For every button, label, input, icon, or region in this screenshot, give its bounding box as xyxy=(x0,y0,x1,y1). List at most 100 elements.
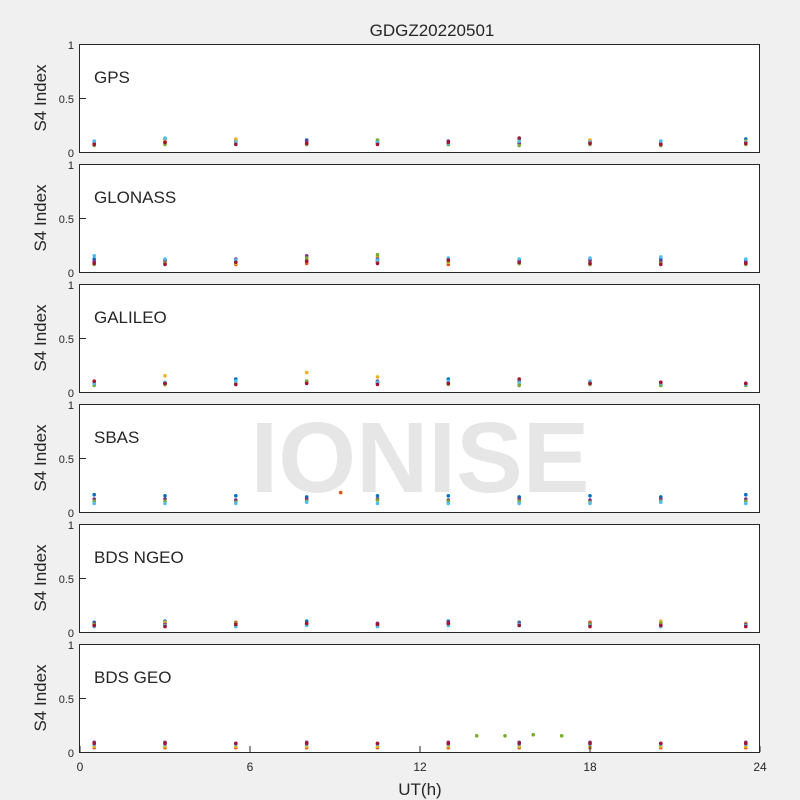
data-point xyxy=(588,141,592,146)
sbas-panel-label: SBAS xyxy=(94,428,139,447)
panel-galileo: 0 0.5 1 GALILEO S4 Index xyxy=(31,280,760,400)
bds-ngeo-ytick-label-0: 0 xyxy=(68,628,74,640)
data-point xyxy=(517,143,521,148)
data-point xyxy=(517,377,521,381)
data-point xyxy=(163,624,167,629)
data-point xyxy=(375,252,380,257)
data-point xyxy=(517,501,521,506)
bds-ngeo-ytick-label-05: 0.5 xyxy=(59,574,74,586)
panel-bds-ngeo: 0 0.5 1 BDS NGEO S4 Index xyxy=(31,520,760,640)
panel-bds-ngeo-axes xyxy=(79,524,760,633)
panel-galileo-axes xyxy=(79,284,760,393)
data-point xyxy=(304,741,309,746)
data-point xyxy=(659,380,663,385)
sbas-ylabel: S4 Index xyxy=(31,424,50,492)
data-point xyxy=(163,374,167,378)
bds-geo-ytick-label-05: 0.5 xyxy=(59,694,74,706)
data-point xyxy=(234,260,238,265)
data-point xyxy=(163,494,167,498)
data-point xyxy=(304,381,309,386)
data-point xyxy=(234,382,238,387)
data-point xyxy=(234,494,238,498)
panel-gps-points xyxy=(92,136,748,148)
data-point xyxy=(375,261,380,266)
x-axis-label: UT(h) xyxy=(398,780,441,799)
gps-ytick-label-05: 0.5 xyxy=(59,94,74,106)
panel-gps: 0 0.5 1 GPS S4 Index xyxy=(31,40,760,160)
data-point xyxy=(304,500,309,505)
data-point xyxy=(517,380,521,385)
data-point xyxy=(446,381,451,386)
data-point xyxy=(503,734,507,738)
glonass-ytick-label-05: 0.5 xyxy=(59,214,74,226)
data-point xyxy=(446,258,451,262)
galileo-ytick-label-1: 1 xyxy=(68,280,74,292)
data-point xyxy=(163,262,167,267)
galileo-ylabel: S4 Index xyxy=(31,304,50,372)
xtick-label-12: 12 xyxy=(413,760,427,774)
gps-panel-label: GPS xyxy=(94,68,130,87)
xtick-label-18: 18 xyxy=(583,760,597,774)
watermark-text: IONISE xyxy=(251,402,590,514)
data-point xyxy=(304,259,309,264)
panel-glonass: 0 0.5 1 GLONASS S4 Index xyxy=(31,160,760,280)
galileo-panel-label: GALILEO xyxy=(94,308,167,327)
panel-gps-axes xyxy=(79,44,760,153)
data-point xyxy=(531,732,536,737)
data-point xyxy=(92,492,96,497)
data-point xyxy=(744,501,748,506)
panel-sbas-points xyxy=(92,472,748,506)
gps-ylabel: S4 Index xyxy=(31,64,50,132)
data-point xyxy=(517,260,521,265)
x-axis-ticks: 0 6 12 18 24 xyxy=(77,746,767,774)
data-point xyxy=(659,500,663,505)
bds-geo-ytick-label-1: 1 xyxy=(68,640,74,652)
data-point xyxy=(588,624,592,629)
data-point xyxy=(304,370,309,375)
data-point xyxy=(234,137,238,141)
data-point xyxy=(474,734,479,738)
chart-title: GDGZ20220501 xyxy=(370,21,495,40)
panel-bds-geo-points xyxy=(92,732,748,750)
data-point xyxy=(588,256,592,260)
data-point xyxy=(659,741,663,746)
data-point xyxy=(395,472,400,477)
xtick-label-24: 24 xyxy=(753,760,767,774)
panel-glonass-points xyxy=(92,252,748,267)
data-point xyxy=(588,494,592,498)
bds-ngeo-panel-label: BDS NGEO xyxy=(94,548,184,567)
data-point xyxy=(234,501,238,506)
glonass-ytick-label-0: 0 xyxy=(68,268,74,280)
data-point xyxy=(744,624,748,629)
data-point xyxy=(92,501,96,506)
galileo-ytick-label-0: 0 xyxy=(68,388,74,400)
data-point xyxy=(338,490,343,495)
data-point xyxy=(446,140,451,145)
data-point xyxy=(517,741,521,746)
data-point xyxy=(446,741,451,746)
data-point xyxy=(234,379,238,384)
data-point xyxy=(304,256,309,260)
data-point xyxy=(446,494,451,498)
gps-ytick-label-1: 1 xyxy=(68,40,74,52)
sbas-ytick-label-0: 0 xyxy=(68,508,74,520)
data-point xyxy=(92,261,96,266)
data-point xyxy=(163,501,167,506)
data-point xyxy=(92,139,96,143)
data-point xyxy=(659,142,663,147)
panel-bds-ngeo-points xyxy=(92,619,748,629)
data-point xyxy=(163,381,167,386)
data-point xyxy=(234,622,238,627)
data-point xyxy=(375,622,380,627)
data-point xyxy=(744,741,748,746)
data-point xyxy=(375,501,380,506)
bds-ngeo-ylabel: S4 Index xyxy=(31,544,50,612)
galileo-ytick-label-05: 0.5 xyxy=(59,334,74,346)
data-point xyxy=(659,623,663,628)
data-point xyxy=(375,498,380,502)
data-point xyxy=(744,492,748,497)
panel-galileo-points xyxy=(92,370,748,388)
glonass-ylabel: S4 Index xyxy=(31,184,50,252)
data-point xyxy=(92,254,96,258)
data-point xyxy=(446,501,451,506)
